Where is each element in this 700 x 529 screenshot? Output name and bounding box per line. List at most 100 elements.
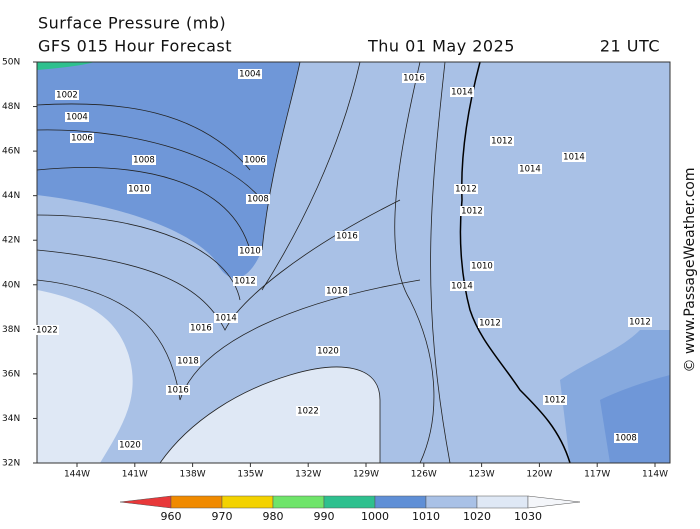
colorbar-segment [425,495,478,509]
isobar-label: 1004 [239,70,261,80]
isobar-label-bg [478,318,502,328]
colorbar-tick: 1030 [514,510,542,523]
isobar-label-bg [35,325,59,335]
isobar-label-bg [470,261,494,271]
colorbar-high [527,495,581,509]
lon-label: 144W [64,470,90,480]
isobar-label-bg [316,346,340,356]
lon-label: 120W [526,470,552,480]
colorbar-segment [476,495,529,509]
lon-label: 129W [353,470,379,480]
colorbar-tick: 980 [263,510,284,523]
isobar-label-bg [189,323,213,333]
isobar-label: 1010 [128,185,150,195]
isobar-label-bg [628,317,652,327]
isobar-label-bg [176,356,200,366]
isobar-label: 1006 [71,134,93,144]
isobar-label: 1008 [133,156,155,166]
colorbar-tick: 970 [212,510,233,523]
lat-label: 50N [2,58,20,68]
lat-label: 40N [2,280,20,290]
isobar-label-bg [543,395,567,405]
isobar-label: 1016 [190,324,212,334]
lat-label: 34N [2,414,20,424]
colorbar-segment [221,495,274,509]
isobar-label-bg [325,286,349,296]
lon-label: 117W [584,470,610,480]
isobar-label: 1012 [491,137,513,147]
lon-label: 132W [295,470,321,480]
lat-label: 48N [2,102,20,112]
isobar-label-bg [614,433,638,443]
colorbar-tick: 1010 [412,510,440,523]
isobar-label-bg [238,69,262,79]
lat-label: 38N [2,325,20,335]
subtitle: GFS 015 Hour Forecast [38,37,232,56]
isobar-label-bg [562,152,586,162]
isobar-label: 1012 [455,185,477,195]
isobar-label-bg [454,184,478,194]
isobar-label-bg [246,194,270,204]
isobar-label-bg [518,164,542,174]
isobar-label: 1016 [167,386,189,396]
isobar-label: 1016 [336,232,358,242]
colorbar-segment [323,495,376,509]
lon-label: 123W [469,470,495,480]
lon-label: 126W [411,470,437,480]
isobar-label-bg [132,155,156,165]
lat-label: 44N [2,191,20,201]
isobar-label: 1012 [461,207,483,217]
isobar-label-bg [238,246,262,256]
lon-label: 114W [642,470,668,480]
colorbar-tick: 1000 [361,510,389,523]
isobar-label: 1020 [317,347,339,357]
isobar-label: 1008 [247,195,269,205]
isobar-label: 1014 [451,282,473,292]
time: 21 UTC [600,37,660,56]
isobar-label-bg [55,90,79,100]
isobar-label-bg [450,87,474,97]
isobar-label: 1022 [297,407,319,417]
isobar-label: 1008 [615,434,637,444]
isobar-label: 1002 [56,91,78,101]
isobar-label: 1018 [326,287,348,297]
isobar-label-bg [214,313,238,323]
isobar-label-bg [127,184,151,194]
copyright: © www.PassageWeather.com [682,167,698,372]
lon-label: 141W [122,470,148,480]
isobar-label: 1014 [215,314,237,324]
isobar-label: 1020 [119,441,141,451]
isobar-label: 1010 [471,262,493,272]
lat-label: 32N [2,459,20,469]
isobar-label-bg [450,281,474,291]
isobar-label-bg [166,385,190,395]
isobar-label-bg [490,136,514,146]
lat-label: 36N [2,369,20,379]
date: Thu 01 May 2025 [367,37,515,56]
isobar-label: 1016 [403,74,425,84]
isobar-label-bg [335,231,359,241]
colorbar-tick: 1020 [463,510,491,523]
isobar-label: 1012 [234,277,256,287]
lat-label: 42N [2,236,20,246]
isobar-label-bg [243,155,267,165]
isobar-label-bg [402,73,426,83]
map-area [37,62,670,463]
lon-label: 135W [237,470,263,480]
colorbar-tick: 990 [314,510,335,523]
isobar-label: 1014 [519,165,541,175]
isobar-label-bg [296,406,320,416]
isobar-label: 1010 [239,247,261,257]
isobar-label: 1012 [479,319,501,329]
isobar-label-bg [233,276,257,286]
isobar-label: 1018 [177,357,199,367]
title: Surface Pressure (mb) [38,14,226,33]
isobar-label: 1012 [544,396,566,406]
colorbar-tick: 960 [161,510,182,523]
isobar-label: 1004 [66,113,88,123]
isobar-label: 1014 [563,153,585,163]
lat-label: 46N [2,147,20,157]
colorbar-segment [170,495,223,509]
isobar-label: 1006 [244,156,266,166]
